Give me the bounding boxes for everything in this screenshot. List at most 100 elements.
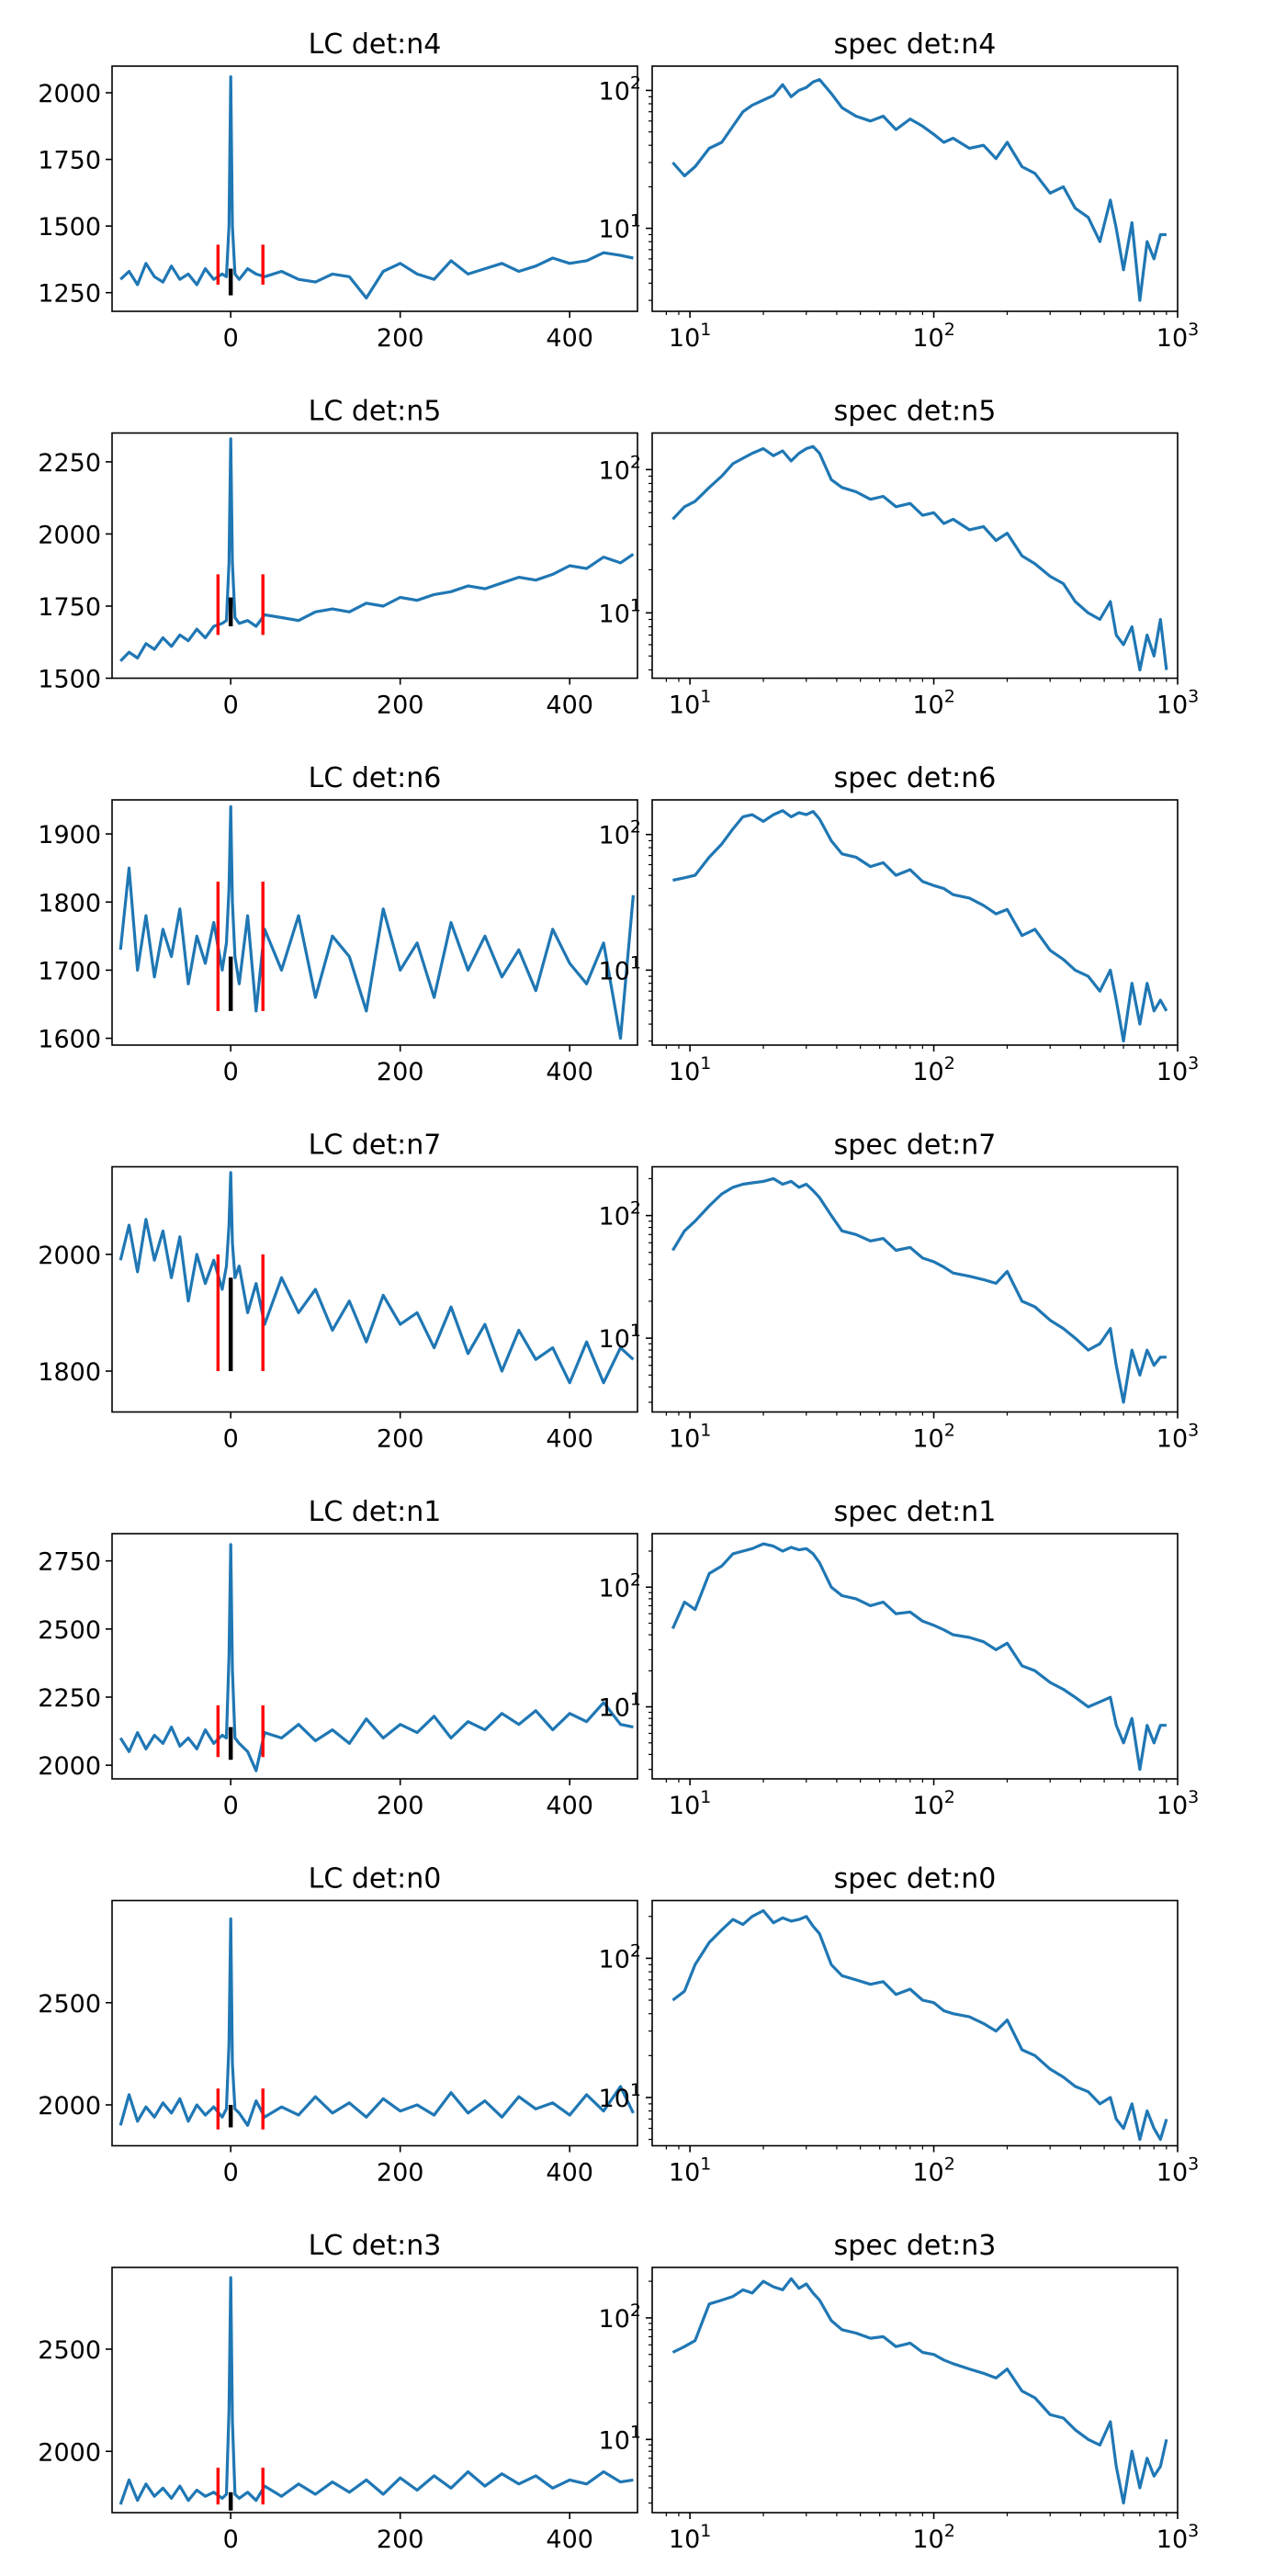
series-line: [671, 1908, 1168, 2142]
subplot-spec-n7: spec det:n7 101 102 103 101 102: [599, 1130, 1200, 1454]
x-tick-label: 400: [546, 324, 593, 353]
x-tick-label: 0: [223, 692, 239, 720]
y-tick-label: 1900: [38, 821, 101, 849]
x-tick-label: 200: [377, 1425, 424, 1454]
axes-frame: [111, 432, 638, 680]
y-tick-label: 102: [599, 1940, 641, 1974]
x-tick-label: 400: [546, 1792, 593, 1820]
x-tick-label: 103: [1156, 1787, 1199, 1820]
subplot-spec-n6: spec det:n6 101 102 103 101 102: [599, 762, 1200, 1086]
series-line: [671, 2277, 1168, 2505]
axes-frame: [111, 1899, 638, 2147]
axes-frame: [111, 1165, 638, 1413]
x-tick-label: 102: [912, 1421, 954, 1454]
x-tick-label: 103: [1156, 687, 1199, 720]
y-tick-label: 2250: [38, 1684, 101, 1713]
y-tick-label: 2500: [38, 1990, 101, 2019]
x-tick-label: 101: [669, 1787, 711, 1820]
subplot-spec-n4: spec det:n4 101 102 103 101 102: [599, 28, 1200, 353]
x-tick-label: 200: [377, 2525, 424, 2554]
subplot-title: spec det:n6: [834, 762, 997, 794]
y-tick-label: 2000: [38, 1242, 101, 1270]
series-line: [118, 1917, 635, 2127]
y-tick-label: 101: [599, 2422, 641, 2455]
x-tick-label: 0: [223, 1058, 239, 1086]
y-tick-label: 101: [599, 1321, 641, 1354]
x-tick-label: 102: [912, 2154, 954, 2188]
y-tick-label: 1250: [38, 280, 101, 309]
x-tick-label: 0: [223, 2159, 239, 2188]
subplot-title: LC det:n5: [309, 396, 442, 428]
x-tick-label: 200: [377, 324, 424, 353]
y-tick-label: 2250: [38, 449, 101, 478]
y-tick-label: 1700: [38, 957, 101, 985]
y-tick-label: 102: [599, 73, 641, 106]
axes-frame: [651, 1899, 1179, 2147]
x-tick-label: 400: [546, 692, 593, 720]
x-tick-label: 0: [223, 1792, 239, 1820]
subplot-title: LC det:n1: [309, 1496, 442, 1528]
x-tick-label: 103: [1156, 320, 1199, 353]
y-tick-label: 2500: [38, 1616, 101, 1645]
x-tick-label: 101: [669, 687, 711, 720]
x-tick-label: 102: [912, 687, 954, 720]
x-tick-label: 102: [912, 1787, 954, 1820]
y-tick-label: 101: [599, 2080, 641, 2113]
subplot-title: spec det:n4: [834, 28, 997, 61]
subplot-title: LC det:n7: [309, 1130, 442, 1162]
series-line: [672, 809, 1168, 1043]
axes-frame: [651, 65, 1179, 312]
series-line: [118, 2276, 634, 2505]
y-tick-label: 1800: [38, 889, 101, 917]
x-tick-label: 0: [223, 324, 239, 353]
subplot-spec-n1: spec det:n1 101 102 103 101 102: [599, 1496, 1200, 1820]
axes-frame: [111, 1533, 638, 1780]
subplot-title: LC det:n3: [309, 2230, 442, 2262]
axes-frame: [111, 2267, 638, 2514]
y-tick-label: 102: [599, 452, 641, 485]
subplot-spec-n3: spec det:n3 101 102 103 101 102: [599, 2230, 1200, 2554]
subplot-title: spec det:n3: [834, 2230, 997, 2262]
x-tick-label: 200: [377, 1792, 424, 1820]
series-line: [671, 1542, 1167, 1772]
x-tick-label: 0: [223, 1425, 239, 1454]
y-tick-label: 101: [599, 1690, 641, 1723]
series-line: [671, 77, 1167, 302]
y-tick-label: 102: [599, 2300, 641, 2334]
x-tick-label: 0: [223, 2525, 239, 2554]
y-tick-label: 101: [599, 595, 641, 628]
x-tick-label: 103: [1156, 1053, 1199, 1086]
y-tick-label: 2000: [38, 2092, 101, 2120]
axes-frame: [651, 432, 1179, 680]
y-tick-label: 101: [599, 211, 641, 244]
x-tick-label: 200: [377, 692, 424, 720]
x-tick-label: 103: [1156, 2154, 1199, 2188]
x-tick-label: 103: [1156, 2521, 1199, 2554]
subplot-title: LC det:n0: [309, 1863, 442, 1895]
x-tick-label: 101: [669, 2154, 711, 2188]
y-tick-label: 1750: [38, 593, 101, 622]
subplot-lc-n7: LC det:n7 0 200 400 1800 2000: [38, 1130, 638, 1454]
series-line: [119, 74, 634, 300]
y-tick-label: 2000: [38, 1752, 101, 1781]
x-tick-label: 200: [377, 2159, 424, 2188]
axes-frame: [651, 1165, 1179, 1413]
x-tick-label: 200: [377, 1058, 424, 1086]
series-line: [119, 437, 635, 662]
y-tick-label: 1800: [38, 1358, 101, 1387]
x-tick-label: 102: [912, 2521, 954, 2554]
x-tick-label: 400: [546, 1058, 593, 1086]
y-tick-label: 101: [599, 952, 641, 985]
x-tick-label: 103: [1156, 1421, 1199, 1454]
subplot-lc-n5: LC det:n5 0 200 400 1500 1750 2000 2250: [38, 396, 638, 720]
x-tick-label: 101: [669, 2521, 711, 2554]
subplot-spec-n0: spec det:n0 101 102 103 101 102: [599, 1863, 1200, 2188]
series-line: [118, 1171, 635, 1385]
x-tick-label: 400: [546, 1425, 593, 1454]
subplot-title: spec det:n7: [834, 1130, 997, 1162]
axes-frame: [651, 799, 1179, 1046]
series-line: [118, 804, 635, 1041]
subplot-spec-n5: spec det:n5 101 102 103 101 102: [599, 396, 1200, 720]
x-tick-label: 101: [669, 320, 711, 353]
